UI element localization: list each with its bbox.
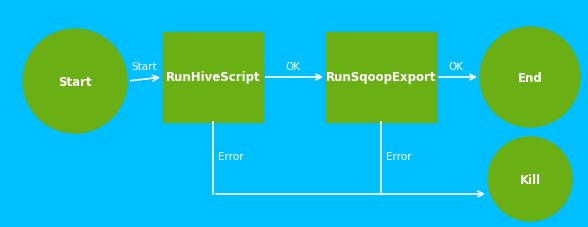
Text: Start: Start <box>58 75 92 88</box>
Ellipse shape <box>480 28 580 127</box>
Text: End: End <box>517 71 542 84</box>
Ellipse shape <box>488 137 572 221</box>
Text: Kill: Kill <box>519 173 540 186</box>
Text: OK: OK <box>286 62 300 72</box>
Text: RunHiveScript: RunHiveScript <box>166 71 260 84</box>
FancyBboxPatch shape <box>163 33 263 122</box>
Text: Error: Error <box>386 151 412 161</box>
Text: RunSqoopExport: RunSqoopExport <box>326 71 436 84</box>
Text: OK: OK <box>449 62 463 72</box>
FancyBboxPatch shape <box>326 33 436 122</box>
Ellipse shape <box>23 30 127 133</box>
Text: Error: Error <box>218 151 243 161</box>
Text: Start: Start <box>131 62 157 72</box>
